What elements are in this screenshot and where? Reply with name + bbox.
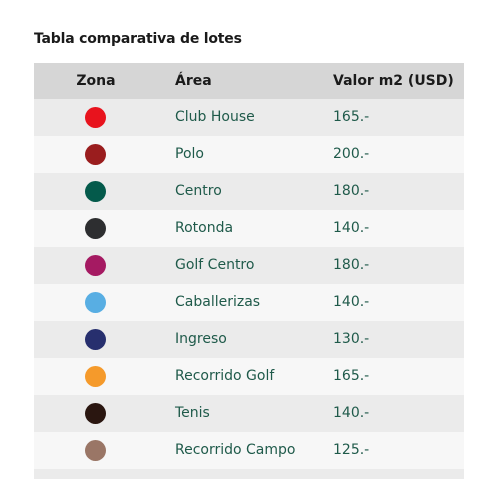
table-row: Polo 200.- [34,136,464,173]
valor-cell: 140.- [333,405,370,421]
zone-color-dot [85,292,106,313]
valor-cell: 165.- [333,109,370,125]
area-cell: Club House [175,109,255,125]
table-row: Recorrido Campo 125.- [34,432,464,469]
valor-cell: 180.- [333,183,370,199]
zone-color-dot [85,329,106,350]
area-cell: Golf Centro [175,257,255,273]
valor-cell: 140.- [333,220,370,236]
table-footer [34,469,464,479]
table-row: Tenis 140.- [34,395,464,432]
zone-color-dot [85,218,106,239]
area-cell: Tenis [175,405,210,421]
table-header: Zona Área Valor m2 (USD) [34,63,464,99]
zone-color-dot [85,181,106,202]
table-row: Rotonda 140.- [34,210,464,247]
valor-cell: 180.- [333,257,370,273]
zone-color-dot [85,144,106,165]
area-cell: Centro [175,183,222,199]
zone-color-dot [85,255,106,276]
zone-color-dot [85,403,106,424]
area-cell: Rotonda [175,220,234,236]
area-cell: Polo [175,146,204,162]
valor-cell: 165.- [333,368,370,384]
table-body: Club House 165.- Polo 200.- Centro 180.- Roton… [34,99,464,469]
zone-color-dot [85,440,106,461]
lots-table: Zona Área Valor m2 (USD) Club House 165.-… [34,63,464,479]
valor-cell: 125.- [333,442,370,458]
table-row: Ingreso 130.- [34,321,464,358]
table-row: Golf Centro 180.- [34,247,464,284]
area-cell: Caballerizas [175,294,261,310]
table-row: Centro 180.- [34,173,464,210]
zone-color-dot [85,107,106,128]
area-cell: Recorrido Campo [175,442,296,458]
table-row: Club House 165.- [34,99,464,136]
header-area: Área [175,73,212,89]
page-title: Tabla comparativa de lotes [34,31,242,47]
table-row: Recorrido Golf 165.- [34,358,464,395]
zone-color-dot [85,366,106,387]
area-cell: Recorrido Golf [175,368,275,384]
valor-cell: 130.- [333,331,370,347]
header-valor: Valor m2 (USD) [333,73,454,89]
valor-cell: 200.- [333,146,370,162]
header-zona: Zona [76,73,116,89]
valor-cell: 140.- [333,294,370,310]
area-cell: Ingreso [175,331,227,347]
table-row: Caballerizas 140.- [34,284,464,321]
